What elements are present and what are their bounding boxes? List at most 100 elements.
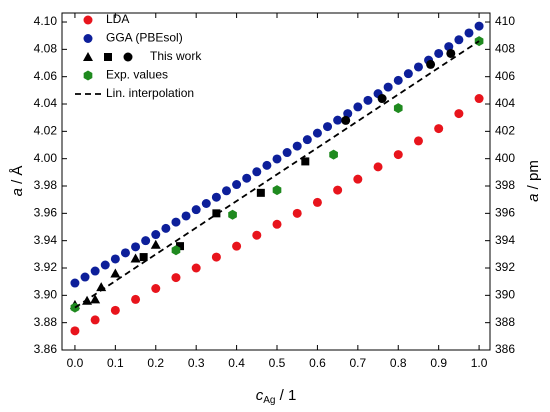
point [454,35,464,45]
point [256,188,265,197]
y2-tick-label: 394 [495,233,515,247]
y2-tick-label: 408 [495,42,515,56]
y-tick-label: 3.94 [34,233,58,247]
x-tick-label: 0.0 [67,356,84,370]
point [312,197,322,207]
point [171,273,181,283]
legend-marker [104,53,112,61]
point [232,241,242,251]
interpolation-line [74,40,480,309]
point [150,239,161,249]
point [393,75,403,85]
y-axis-title: a / Å [9,166,26,197]
x-tick-label: 0.9 [430,356,447,370]
point [312,128,322,138]
point [434,48,444,58]
legend-label: GGA (PBEsol) [106,31,183,45]
point [171,217,181,227]
y2-tick-label: 388 [495,315,515,329]
point [151,230,161,240]
point [413,62,423,72]
y2-symbol: a [525,194,542,202]
y2-tick-label: 402 [495,124,515,138]
y-tick-label: 4.06 [34,69,58,83]
point [211,252,221,262]
point [353,102,363,112]
legend-marker [123,52,133,62]
x-tick-label: 0.1 [107,356,124,370]
point [130,253,141,263]
point [139,253,148,262]
point [272,185,282,196]
legend-label: Lin. interpolation [106,86,194,100]
point [228,209,237,220]
point [426,59,436,69]
point [302,135,312,145]
y2-tick-label: 386 [495,342,515,356]
x-tick-label: 1.0 [471,356,488,370]
y-unit: / Å [9,166,26,189]
point [141,236,151,246]
legend-label: This work [150,49,202,63]
y-tick-label: 4.10 [34,14,58,28]
legend-label: LDA [106,12,129,26]
point [110,305,120,315]
y-symbol: a [9,188,26,196]
point [373,162,383,172]
point [292,141,302,151]
legend-marker [83,15,93,25]
point [464,28,474,38]
y-tick-label: 4.04 [34,96,58,110]
point [434,124,444,134]
point [333,185,343,195]
legend-label: Exp. values [106,68,168,82]
point [323,122,333,132]
point [242,173,252,183]
y2-tick-label: 406 [495,69,515,83]
point [413,136,423,146]
point [272,154,282,164]
y-tick-label: 3.96 [34,206,58,220]
y2-tick-label: 404 [495,96,515,110]
point [191,205,201,215]
legend-marker [83,34,93,43]
x-symbol: c [256,387,264,404]
y2-tick-label: 390 [495,288,515,302]
plot-frame [61,12,491,351]
x-unit: / 1 [275,387,296,404]
point [272,219,282,229]
legend-marker [83,70,93,81]
y-tick-label: 3.88 [34,315,58,329]
y2-tick-label: 396 [495,206,515,220]
point [383,82,393,92]
y2-tick-label: 392 [495,260,515,274]
point [454,109,464,119]
point [446,48,456,58]
point [377,94,387,104]
point [151,284,161,294]
x-axis-title: cAg / 1 [256,387,297,406]
point [353,174,363,184]
y2-tick-label: 398 [495,178,515,192]
point [201,199,211,209]
x-tick-label: 0.7 [349,356,366,370]
y-tick-label: 3.90 [34,288,58,302]
point [333,115,343,125]
y-tick-label: 3.98 [34,178,58,192]
point [474,21,484,31]
point [221,186,231,196]
point [262,160,272,170]
x-subscript: Ag [263,395,275,406]
point [393,150,403,160]
x-tick-label: 0.5 [269,356,286,370]
x-tick-label: 0.6 [309,356,326,370]
point [176,242,185,251]
point [444,42,454,52]
y2-tick-label: 410 [495,14,515,28]
point [131,294,141,304]
point [474,36,484,47]
legend-marker [83,52,93,61]
y-tick-label: 4.00 [34,151,58,165]
point [211,192,221,202]
